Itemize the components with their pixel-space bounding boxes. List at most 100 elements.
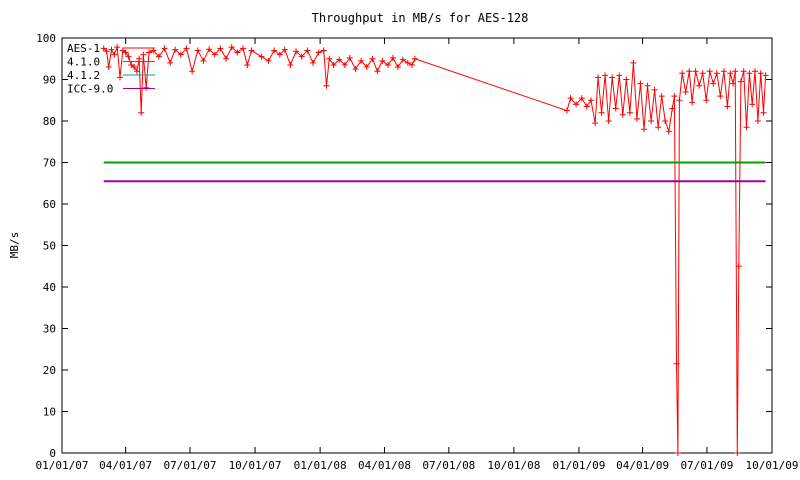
data-point — [713, 70, 720, 77]
data-point — [138, 109, 145, 116]
data-point — [578, 95, 585, 102]
data-point — [671, 93, 678, 100]
data-point — [583, 103, 590, 110]
data-point — [326, 55, 333, 62]
data-point — [258, 53, 265, 60]
y-tick-label: 100 — [36, 32, 56, 45]
x-tick-label: 04/01/08 — [358, 459, 411, 472]
data-point — [734, 450, 741, 456]
data-point — [605, 118, 612, 124]
data-point — [592, 120, 599, 127]
data-point — [623, 76, 630, 83]
data-point — [200, 57, 207, 64]
data-point — [587, 97, 594, 104]
data-point — [105, 64, 112, 71]
x-tick-label: 10/01/09 — [746, 459, 799, 472]
data-point — [336, 56, 343, 63]
x-tick-label: 01/01/09 — [552, 459, 605, 472]
data-point — [409, 61, 416, 68]
data-point — [140, 51, 147, 58]
data-point — [167, 59, 174, 66]
data-point — [217, 45, 224, 52]
data-point — [293, 48, 300, 55]
data-point — [287, 61, 294, 68]
data-point — [682, 88, 689, 95]
data-point — [363, 64, 370, 71]
data-point — [399, 56, 406, 63]
data-point — [720, 68, 727, 75]
legend-label: AES-1 — [67, 42, 100, 55]
data-point — [655, 124, 662, 131]
data-point — [276, 51, 283, 58]
data-point — [762, 72, 769, 79]
data-point — [676, 97, 683, 104]
data-point — [746, 70, 753, 77]
legend-label: 4.1.0 — [67, 56, 100, 69]
x-tick-label: 04/01/07 — [99, 459, 152, 472]
data-point — [298, 53, 305, 60]
data-point — [194, 47, 201, 54]
data-point — [598, 109, 605, 116]
data-point — [630, 59, 637, 66]
data-point — [737, 78, 744, 85]
data-point — [717, 93, 724, 100]
x-tick-label: 07/01/09 — [680, 459, 733, 472]
data-point — [189, 68, 196, 75]
data-point — [116, 74, 123, 81]
data-point — [633, 115, 640, 122]
data-point — [735, 263, 742, 270]
data-point — [271, 47, 278, 54]
data-point — [626, 109, 633, 116]
data-point — [651, 86, 658, 93]
data-point — [358, 57, 365, 64]
chart-title: Throughput in MB/s for AES-128 — [312, 11, 529, 25]
data-point — [699, 70, 706, 77]
data-point — [136, 55, 143, 62]
data-point — [108, 46, 115, 53]
data-point — [706, 68, 713, 75]
y-axis-label: MB/s — [8, 232, 21, 259]
data-point — [612, 105, 619, 112]
x-tick-label: 10/01/07 — [229, 459, 282, 472]
y-tick-label: 0 — [49, 447, 56, 460]
data-point — [374, 68, 381, 75]
data-point — [665, 128, 672, 135]
data-point — [240, 45, 247, 52]
data-point — [641, 126, 648, 133]
data-point — [155, 53, 162, 60]
x-tick-label: 01/01/07 — [36, 459, 89, 472]
data-point — [674, 450, 681, 456]
data-point — [637, 80, 644, 87]
x-tick-label: 01/01/08 — [294, 459, 347, 472]
y-tick-label: 50 — [43, 240, 56, 253]
data-point — [648, 118, 655, 124]
legend-label: ICC-9.0 — [67, 83, 113, 96]
data-point — [125, 53, 132, 60]
data-point — [404, 59, 411, 66]
y-tick-label: 60 — [43, 198, 56, 211]
data-point — [234, 49, 241, 56]
data-point — [341, 61, 348, 68]
data-point — [145, 49, 152, 56]
data-point — [679, 70, 686, 77]
data-point — [724, 103, 731, 110]
data-point — [567, 95, 574, 102]
data-point — [749, 101, 756, 108]
data-point — [161, 45, 168, 52]
data-point — [609, 74, 616, 81]
x-tick-label: 04/01/09 — [616, 459, 669, 472]
data-point — [131, 64, 138, 71]
data-point — [369, 55, 376, 62]
series-layer — [100, 44, 769, 456]
plot-frame — [61, 37, 773, 454]
data-point — [385, 61, 392, 68]
data-point — [602, 72, 609, 79]
data-point — [330, 61, 337, 68]
data-point — [183, 45, 190, 52]
data-point — [114, 44, 121, 51]
y-tick-label: 90 — [43, 74, 56, 87]
data-point — [616, 72, 623, 79]
x-axis-ticks: 01/01/07 04/01/07 07/01/07 10/01/07 01/01/08… — [36, 38, 799, 472]
